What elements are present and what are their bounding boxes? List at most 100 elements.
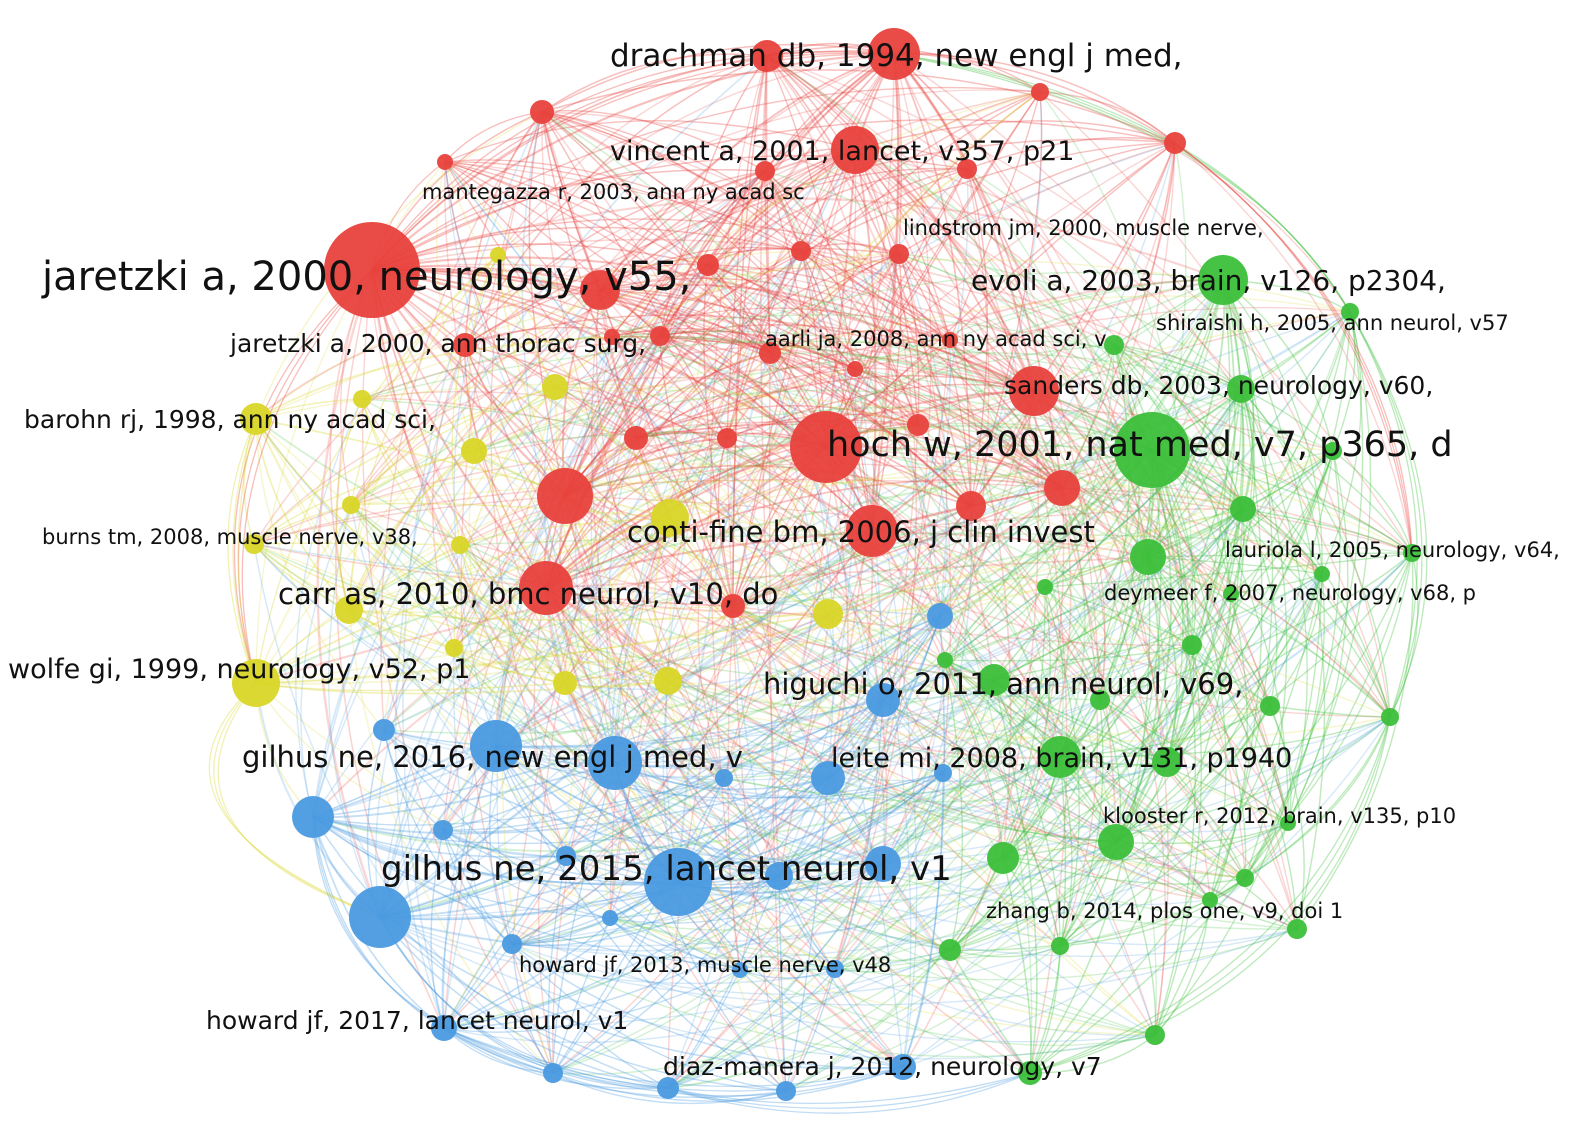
network-edge	[669, 517, 884, 701]
network-node-red	[759, 342, 781, 364]
network-edge	[667, 680, 787, 1092]
network-edge	[834, 644, 1193, 970]
network-edge	[659, 170, 766, 337]
network-edge	[703, 264, 734, 607]
network-edge	[898, 253, 920, 426]
network-node-red	[697, 254, 719, 276]
network-edge	[1147, 556, 1391, 718]
network-edge	[348, 444, 1334, 611]
network-edge	[528, 111, 566, 497]
network-edge	[726, 91, 1041, 439]
network-edge	[383, 729, 444, 831]
network-edge	[253, 543, 1101, 701]
network-edge	[1059, 705, 1271, 758]
network-edge	[893, 53, 1176, 144]
network-edge	[939, 91, 1043, 617]
network-edge	[442, 829, 513, 945]
network-edge	[371, 51, 895, 271]
network-edge	[778, 875, 787, 1092]
network-edge	[371, 52, 895, 271]
network-edge	[949, 556, 1149, 951]
network-edge	[495, 573, 1323, 747]
network-edge	[383, 729, 884, 866]
network-edge	[1061, 487, 1391, 718]
network-edge	[834, 772, 944, 970]
network-edge	[459, 544, 1117, 843]
network-edge	[444, 111, 543, 163]
network-edge	[350, 504, 567, 857]
network-node-yellow	[813, 599, 843, 629]
network-edge	[993, 679, 1061, 947]
network-edge	[255, 289, 601, 684]
network-node-blue	[934, 764, 952, 782]
network-edge	[350, 170, 766, 506]
network-edge	[361, 398, 461, 546]
network-nodes	[232, 28, 1421, 1101]
network-edge	[442, 829, 669, 1089]
network-edge	[443, 969, 741, 1033]
network-edge	[1240, 388, 1308, 824]
network-edge	[442, 777, 725, 833]
network-edge	[1147, 279, 1226, 558]
network-edge	[379, 530, 873, 918]
network-edge	[255, 418, 566, 684]
network-node-blue	[865, 846, 901, 882]
network-edge	[545, 253, 900, 589]
network-edge	[564, 352, 771, 497]
network-edge	[825, 168, 968, 448]
network-node-green	[937, 652, 953, 668]
network-edge	[383, 495, 566, 731]
label-vincent: vincent a, 2001, lancet, v357, p21	[610, 136, 1074, 167]
network-edge	[1113, 344, 1413, 554]
network-edge	[375, 544, 461, 918]
network-edge	[1044, 586, 1271, 707]
network-edge	[1061, 142, 1176, 489]
network-edge	[379, 659, 946, 918]
network-edge	[993, 508, 1244, 681]
network-node-blue	[431, 1015, 457, 1041]
network-edge	[348, 609, 566, 684]
network-edge	[834, 311, 1351, 970]
network-node-red	[530, 100, 554, 124]
network-edge	[726, 437, 829, 779]
network-edge	[993, 450, 1334, 681]
network-edge	[255, 258, 1351, 420]
network-edge	[854, 368, 941, 617]
network-node-yellow	[461, 438, 487, 464]
network-edge	[667, 1087, 787, 1101]
network-edge	[898, 253, 948, 617]
network-edge	[1244, 311, 1364, 879]
network-edge	[739, 615, 941, 971]
network-edge	[707, 264, 873, 532]
network-edge	[564, 91, 1041, 497]
network-edge	[942, 772, 1211, 901]
network-edge	[667, 449, 1153, 682]
network-node-red	[957, 159, 977, 179]
network-edge	[764, 170, 827, 448]
network-node-red	[831, 126, 879, 174]
network-edge	[854, 368, 1117, 843]
network-edge	[1029, 508, 1244, 1074]
network-edge	[611, 517, 671, 764]
network-edge	[993, 679, 1168, 763]
network-edge	[312, 777, 829, 835]
network-edge	[825, 446, 849, 779]
network-edge	[659, 149, 856, 337]
network-node-blue	[644, 848, 712, 916]
network-edge	[1269, 573, 1323, 707]
network-edge	[253, 543, 616, 764]
network-edge	[766, 55, 856, 370]
network-edge	[545, 587, 1391, 718]
network-edge	[768, 352, 787, 1092]
network-edge	[1242, 508, 1323, 575]
network-node-blue	[732, 962, 748, 978]
network-edge	[545, 311, 1351, 589]
network-edge	[667, 1072, 1031, 1105]
network-edge	[1039, 91, 1351, 313]
network-edge	[893, 53, 972, 507]
network-node-yellow	[553, 671, 577, 695]
network-edge	[459, 462, 1063, 546]
network-edge	[371, 197, 1224, 282]
network-edge	[545, 587, 1211, 901]
network-edge	[1044, 508, 1244, 588]
